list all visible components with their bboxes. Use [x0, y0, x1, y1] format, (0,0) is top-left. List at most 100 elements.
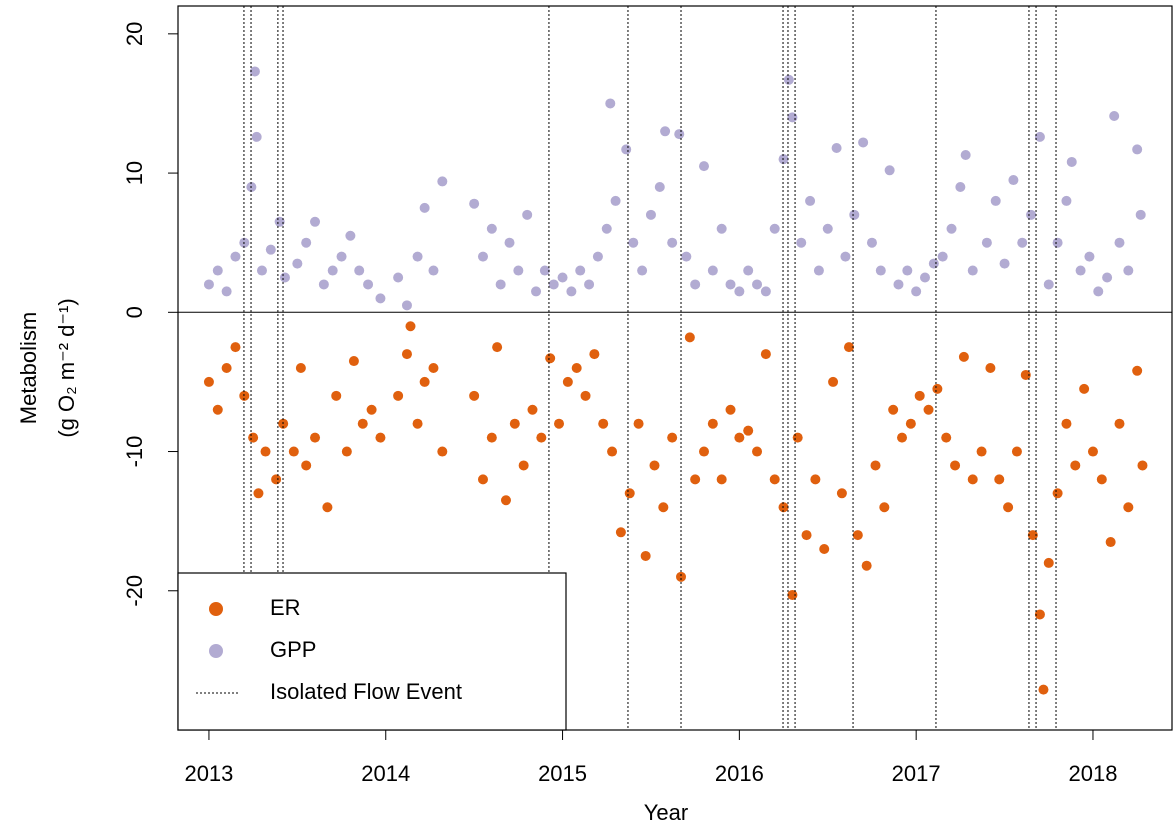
point [920, 272, 931, 283]
point [419, 376, 430, 387]
point [1052, 237, 1063, 248]
point [967, 265, 978, 276]
point [1026, 209, 1037, 220]
point [331, 390, 342, 401]
point [752, 446, 763, 457]
point [1052, 488, 1063, 499]
point [504, 237, 515, 248]
point [960, 149, 971, 160]
x-tick-label: 2018 [1068, 761, 1117, 786]
point [437, 446, 448, 457]
point [292, 258, 303, 269]
point [985, 363, 996, 373]
point [923, 404, 934, 415]
point [660, 126, 671, 137]
point [950, 460, 961, 471]
point [318, 279, 329, 290]
point [203, 376, 214, 387]
point [288, 446, 299, 457]
point [1034, 131, 1045, 142]
point [203, 279, 214, 290]
point [725, 279, 736, 290]
point [253, 488, 264, 499]
point [1038, 684, 1049, 695]
point [531, 286, 542, 297]
point [667, 237, 678, 248]
point [902, 265, 913, 276]
point [518, 460, 529, 471]
point [796, 237, 807, 248]
point [437, 176, 448, 187]
point [690, 474, 701, 485]
x-tick-label: 2015 [538, 761, 587, 786]
y-axis-label: (g O₂ m⁻² d⁻¹) [54, 298, 79, 437]
point [810, 474, 821, 485]
point [251, 131, 262, 142]
legend-box [177, 572, 567, 731]
point [1114, 237, 1125, 248]
point [536, 432, 547, 443]
point [477, 251, 488, 262]
point [707, 418, 718, 429]
point [981, 237, 992, 248]
point [607, 446, 618, 457]
point [840, 251, 851, 262]
point [562, 376, 573, 387]
point [633, 418, 644, 429]
point [1020, 369, 1031, 380]
point [366, 404, 377, 415]
point [592, 251, 603, 262]
point [575, 265, 586, 276]
point [1027, 530, 1038, 541]
y-tick-label: 20 [122, 22, 147, 46]
point [752, 279, 763, 290]
point [419, 202, 430, 213]
point [584, 279, 595, 290]
point [1043, 557, 1054, 568]
point [348, 356, 359, 367]
point [310, 432, 321, 443]
point [274, 216, 285, 227]
point [571, 363, 582, 373]
point [698, 446, 709, 457]
point [469, 390, 480, 401]
point [843, 342, 854, 353]
point [716, 474, 727, 485]
point [1034, 609, 1045, 620]
point [861, 560, 872, 571]
point [760, 349, 771, 360]
y-tick-label: 0 [122, 306, 147, 318]
point [557, 272, 568, 283]
legend-label: Isolated Flow Event [270, 679, 462, 704]
point [495, 279, 506, 290]
point [994, 474, 1005, 485]
point [1137, 460, 1148, 471]
point [734, 286, 745, 297]
point [598, 418, 609, 429]
point [301, 460, 312, 471]
point [486, 432, 497, 443]
point [769, 223, 780, 234]
point [734, 432, 745, 443]
point [928, 258, 939, 269]
point [345, 230, 356, 241]
point [401, 300, 412, 311]
point [743, 425, 754, 436]
point [870, 460, 881, 471]
point [698, 161, 709, 172]
point [1114, 418, 1125, 429]
point [999, 258, 1010, 269]
y-axis-label: Metabolism [16, 312, 41, 424]
x-tick-label: 2016 [715, 761, 764, 786]
point [492, 342, 503, 353]
point [393, 390, 404, 401]
point [249, 66, 260, 77]
point [1008, 175, 1019, 186]
point [976, 446, 987, 457]
point [230, 342, 241, 353]
point [760, 286, 771, 297]
point [310, 216, 321, 227]
point [363, 279, 374, 290]
point [248, 432, 259, 443]
